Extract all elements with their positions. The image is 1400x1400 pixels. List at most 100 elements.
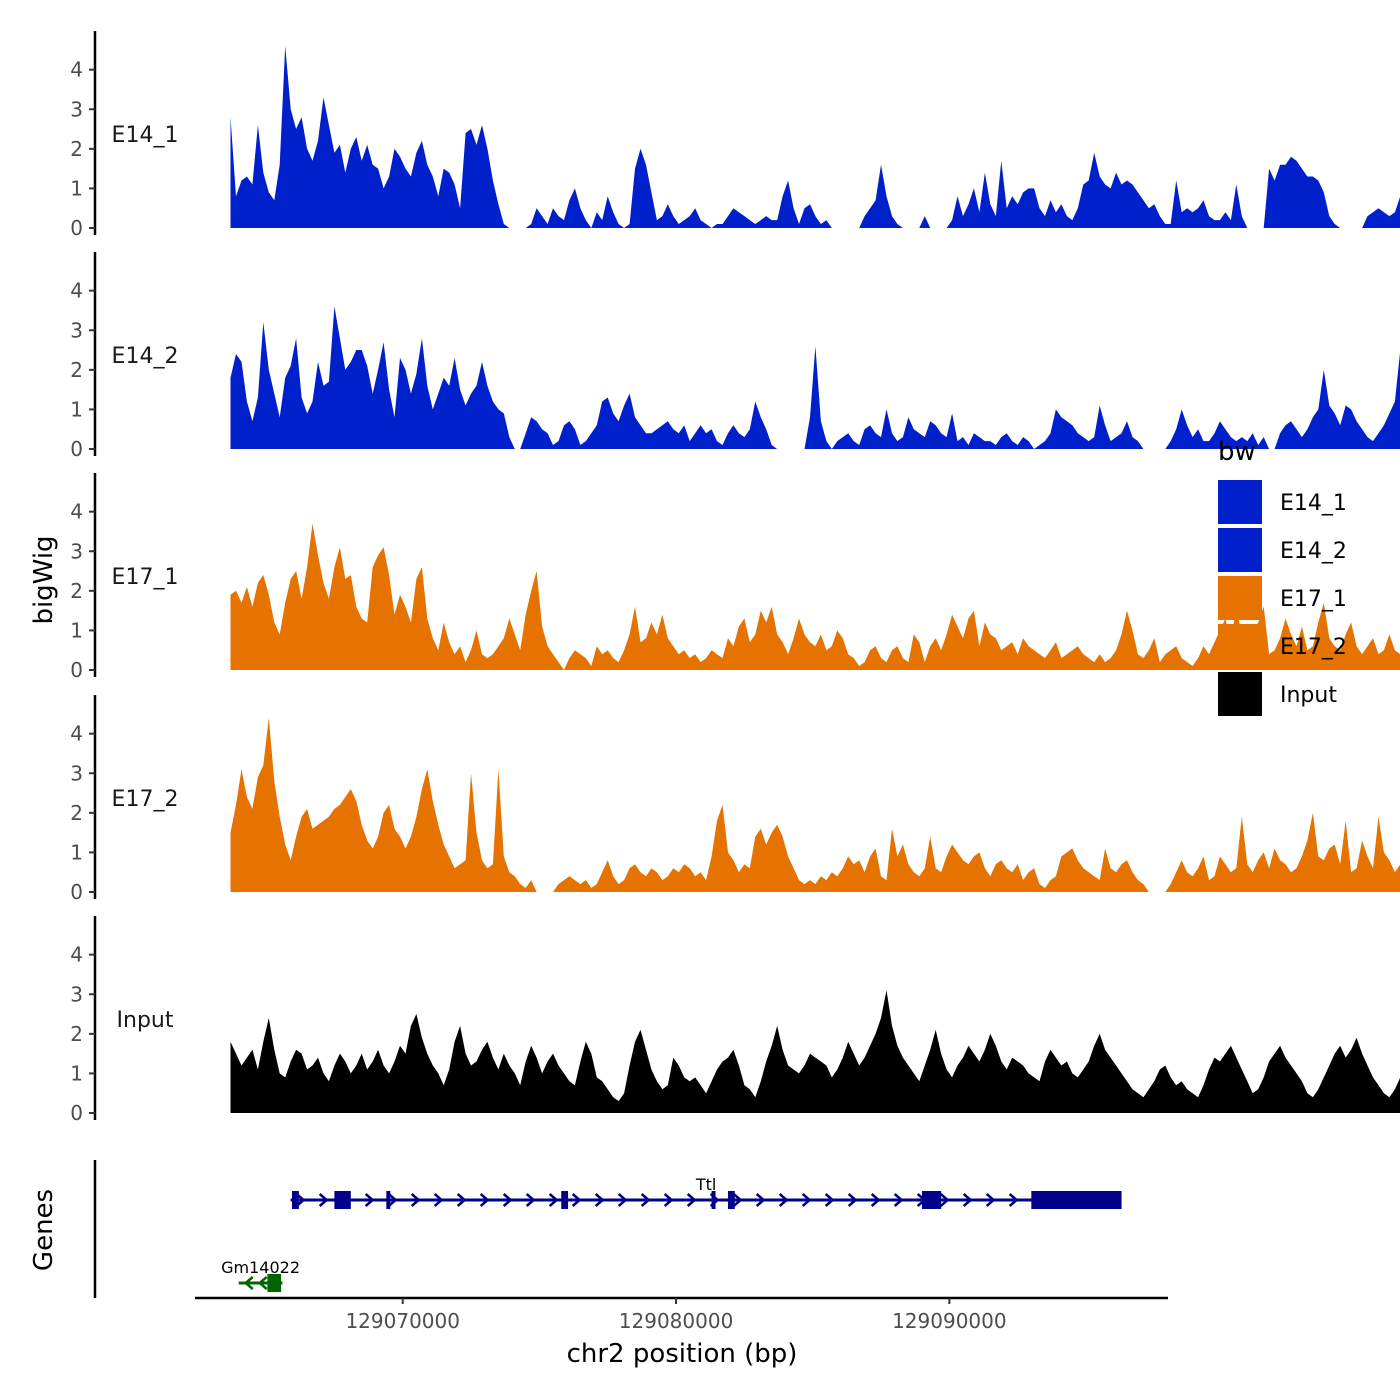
y-tick-label: 2 bbox=[70, 137, 83, 161]
gene-strand-chevron bbox=[456, 1193, 467, 1207]
gene-strand-chevron bbox=[410, 1193, 421, 1207]
gene-strand-chevron bbox=[1008, 1193, 1019, 1207]
gene-exon bbox=[727, 1191, 735, 1209]
x-tick-label: 129090000 bbox=[892, 1309, 1007, 1333]
y-tick-label: 4 bbox=[70, 722, 83, 746]
y-tick-label: 4 bbox=[70, 943, 83, 967]
y-tick-label: 1 bbox=[70, 176, 83, 200]
gene-exon bbox=[386, 1191, 391, 1209]
y-tick-label: 4 bbox=[70, 58, 83, 82]
legend-swatch-e17-2 bbox=[1218, 624, 1262, 668]
y-tick-label: 0 bbox=[70, 658, 83, 682]
gene-exon bbox=[1031, 1191, 1122, 1209]
track-label-e14-1: E14_1 bbox=[112, 123, 179, 148]
gene-strand-chevron bbox=[732, 1193, 743, 1207]
gene-strand-chevron bbox=[571, 1193, 582, 1207]
legend: bw E14_1 E14_2 E17_1 E17_2 Input bbox=[1218, 437, 1347, 716]
gene-strand-chevron bbox=[847, 1193, 858, 1207]
gene-exon bbox=[922, 1191, 942, 1209]
x-axis-title: chr2 position (bp) bbox=[567, 1339, 798, 1369]
y-tick-label: 0 bbox=[70, 1101, 83, 1125]
gene-exon bbox=[711, 1191, 716, 1209]
gene-strand-chevron bbox=[824, 1193, 835, 1207]
x-axis: 129070000 129080000 129090000 bbox=[195, 1296, 1168, 1333]
y-axis-title: bigWig bbox=[29, 535, 59, 624]
y-tick-label: 0 bbox=[70, 437, 83, 461]
gene-strand-chevron bbox=[778, 1193, 789, 1207]
legend-swatch-e14-1 bbox=[1218, 480, 1262, 524]
gene-strand-chevron bbox=[962, 1193, 973, 1207]
y-tick-label: 2 bbox=[70, 358, 83, 382]
gene-gm14022: Gm14022 bbox=[221, 1258, 300, 1292]
track-area-e14-1 bbox=[230, 45, 1400, 228]
legend-label-e14-1: E14_1 bbox=[1280, 491, 1347, 516]
gene-strand-chevron bbox=[257, 1276, 268, 1290]
track-e17-2: 0 1 2 3 4 E17_2 bbox=[70, 695, 1400, 904]
gene-strand-chevron bbox=[295, 1193, 306, 1207]
track-label-input: Input bbox=[117, 1008, 174, 1033]
x-tick-label: 129080000 bbox=[619, 1309, 734, 1333]
y-tick-label: 2 bbox=[70, 1022, 83, 1046]
gene-exon bbox=[561, 1191, 569, 1209]
gene-strand-chevron bbox=[364, 1193, 375, 1207]
y-tick-label: 4 bbox=[70, 279, 83, 303]
track-area-e14-2 bbox=[230, 306, 1400, 449]
y-tick-label: 2 bbox=[70, 801, 83, 825]
y-tick-label: 1 bbox=[70, 618, 83, 642]
gene-strand-chevron bbox=[433, 1193, 444, 1207]
gene-strand-chevron bbox=[755, 1193, 766, 1207]
x-tick-label: 129070000 bbox=[345, 1309, 460, 1333]
gene-strand-chevron bbox=[939, 1193, 950, 1207]
y-tick-label: 3 bbox=[70, 761, 83, 785]
legend-label-input: Input bbox=[1280, 683, 1337, 708]
genes-track: Ttl Gm14022 bbox=[93, 1160, 1122, 1298]
track-label-e14-2: E14_2 bbox=[112, 344, 179, 369]
gene-strand-chevron bbox=[594, 1193, 605, 1207]
track-label-e17-1: E17_1 bbox=[112, 565, 179, 590]
genes-axis-title: Genes bbox=[29, 1189, 59, 1271]
gene-strand-chevron bbox=[686, 1193, 697, 1207]
legend-title: bw bbox=[1218, 437, 1256, 467]
track-area-e17-2 bbox=[230, 717, 1400, 892]
y-tick-label: 1 bbox=[70, 1061, 83, 1085]
track-e14-1: 0 1 2 3 4 E14_1 bbox=[70, 31, 1400, 240]
track-label-e17-2: E17_2 bbox=[112, 787, 179, 812]
gene-strand-chevron bbox=[387, 1193, 398, 1207]
gene-strand-chevron bbox=[985, 1193, 996, 1207]
legend-label-e17-2: E17_2 bbox=[1280, 635, 1347, 660]
y-tick-label: 1 bbox=[70, 840, 83, 864]
gene-label-ttl: Ttl bbox=[695, 1175, 717, 1194]
track-e14-2: 0 1 2 3 4 E14_2 bbox=[70, 252, 1400, 461]
track-area-e17-1 bbox=[230, 523, 1400, 670]
legend-label-e14-2: E14_2 bbox=[1280, 539, 1347, 564]
gene-ttl: Ttl bbox=[290, 1175, 1122, 1209]
gene-strand-chevron bbox=[479, 1193, 490, 1207]
gene-exon bbox=[267, 1274, 282, 1292]
gene-exon bbox=[334, 1191, 351, 1209]
legend-swatch-e14-2 bbox=[1218, 528, 1262, 572]
track-input: 0 1 2 3 4 Input bbox=[70, 916, 1400, 1125]
legend-label-e17-1: E17_1 bbox=[1280, 587, 1347, 612]
legend-swatch-e17-1 bbox=[1218, 576, 1262, 620]
track-e17-1: 0 1 2 3 4 E17_1 bbox=[70, 473, 1400, 682]
y-tick-label: 0 bbox=[70, 880, 83, 904]
y-tick-label: 3 bbox=[70, 982, 83, 1006]
gene-strand-chevron bbox=[525, 1193, 536, 1207]
y-tick-label: 1 bbox=[70, 397, 83, 421]
y-tick-label: 3 bbox=[70, 97, 83, 121]
gene-label-gm14022: Gm14022 bbox=[221, 1258, 300, 1277]
y-tick-label: 0 bbox=[70, 216, 83, 240]
gene-strand-chevron bbox=[801, 1193, 812, 1207]
gene-strand-chevron bbox=[870, 1193, 881, 1207]
gene-strand-chevron bbox=[893, 1193, 904, 1207]
gene-strand-chevron bbox=[318, 1193, 329, 1207]
signal-tracks: 0 1 2 3 4 E14_1 0 1 2 3 4 E14_2 0 1 2 3 4 E17_1 0 1 2 3 4 E17_2… bbox=[70, 31, 1400, 1125]
gene-strand-chevron bbox=[548, 1193, 559, 1207]
gene-exon bbox=[292, 1191, 299, 1209]
y-tick-label: 3 bbox=[70, 539, 83, 563]
gene-strand-chevron bbox=[617, 1193, 628, 1207]
gene-strand-chevron bbox=[502, 1193, 513, 1207]
gene-strand-chevron bbox=[640, 1193, 651, 1207]
